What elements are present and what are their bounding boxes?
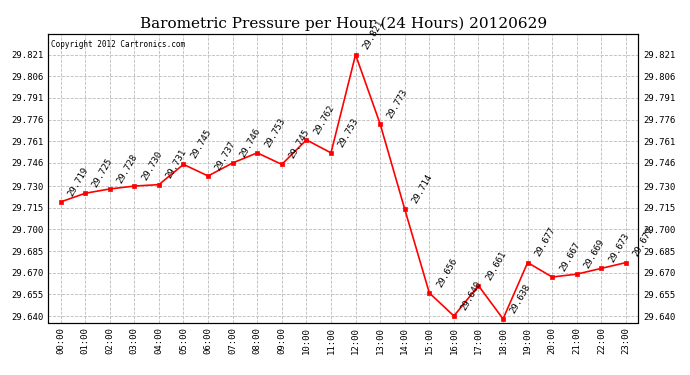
Text: 29.730: 29.730 <box>140 150 164 182</box>
Text: 29.719: 29.719 <box>66 165 90 198</box>
Text: 29.745: 29.745 <box>189 128 213 160</box>
Text: 29.669: 29.669 <box>582 237 607 270</box>
Text: 29.745: 29.745 <box>287 128 311 160</box>
Text: 29.667: 29.667 <box>558 240 582 273</box>
Text: 29.773: 29.773 <box>386 87 410 120</box>
Text: 29.762: 29.762 <box>312 103 336 136</box>
Text: 29.638: 29.638 <box>509 282 533 315</box>
Text: 29.714: 29.714 <box>411 172 434 205</box>
Text: 29.661: 29.661 <box>484 249 508 282</box>
Text: 29.725: 29.725 <box>90 157 115 189</box>
Text: 29.731: 29.731 <box>164 148 188 180</box>
Text: 29.673: 29.673 <box>607 232 631 264</box>
Text: 29.746: 29.746 <box>238 126 262 159</box>
Text: 29.737: 29.737 <box>214 140 237 172</box>
Text: 29.677: 29.677 <box>631 226 656 258</box>
Text: 29.656: 29.656 <box>435 256 459 289</box>
Title: Barometric Pressure per Hour (24 Hours) 20120629: Barometric Pressure per Hour (24 Hours) … <box>139 17 547 31</box>
Text: 29.821: 29.821 <box>361 18 385 51</box>
Text: 29.677: 29.677 <box>533 226 557 258</box>
Text: 29.753: 29.753 <box>337 116 360 149</box>
Text: 29.640: 29.640 <box>460 279 484 312</box>
Text: 29.728: 29.728 <box>115 152 139 185</box>
Text: Copyright 2012 Cartronics.com: Copyright 2012 Cartronics.com <box>51 39 186 48</box>
Text: 29.753: 29.753 <box>263 116 287 149</box>
